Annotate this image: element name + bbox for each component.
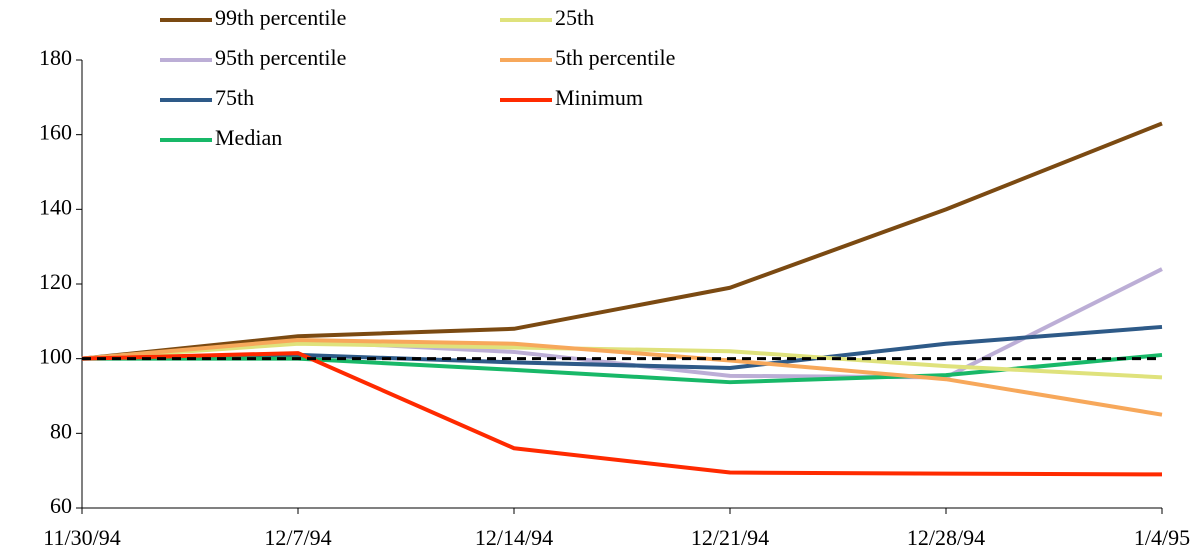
x-tick-label: 11/30/94 bbox=[43, 525, 120, 550]
y-tick-label: 80 bbox=[50, 418, 72, 443]
series-line bbox=[81, 338, 1163, 417]
series-line bbox=[81, 121, 1163, 361]
y-tick-label: 60 bbox=[50, 493, 72, 518]
legend-label: 99th percentile bbox=[215, 5, 346, 30]
x-tick-label: 1/4/95 bbox=[1134, 525, 1190, 550]
x-tick-label: 12/28/94 bbox=[907, 525, 985, 550]
series-line bbox=[81, 351, 1163, 477]
x-tick-label: 12/14/94 bbox=[475, 525, 553, 550]
y-tick-label: 180 bbox=[39, 45, 72, 70]
legend-label: 25th bbox=[555, 5, 594, 30]
y-tick-label: 140 bbox=[39, 194, 72, 219]
y-tick-label: 120 bbox=[39, 269, 72, 294]
series-line bbox=[81, 341, 1163, 380]
series-line bbox=[81, 267, 1163, 380]
legend-label: Minimum bbox=[555, 85, 643, 110]
x-tick-label: 12/7/94 bbox=[264, 525, 331, 550]
legend-label: 95th percentile bbox=[215, 45, 346, 70]
legend-label: 5th percentile bbox=[555, 45, 675, 70]
y-tick-label: 100 bbox=[39, 344, 72, 369]
legend-label: Median bbox=[215, 125, 282, 150]
y-tick-label: 160 bbox=[39, 120, 72, 145]
x-tick-label: 12/21/94 bbox=[691, 525, 769, 550]
legend-label: 75th bbox=[215, 85, 254, 110]
